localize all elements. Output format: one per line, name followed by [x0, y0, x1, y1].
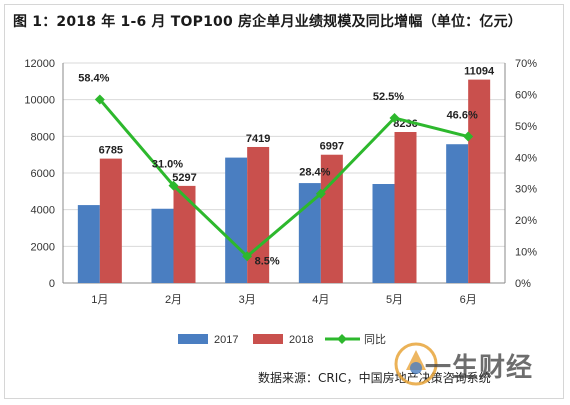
x-tick-label: 1月: [91, 294, 108, 306]
yoy-value-label: 31.0%: [152, 159, 183, 171]
legend-marker-yoy: [337, 334, 347, 344]
bar-2018: [394, 132, 417, 283]
bar-2017: [446, 144, 469, 283]
bar-2018-value-label: 5297: [172, 172, 196, 184]
bar-2018: [247, 146, 270, 283]
y-left-tick-label: 12000: [24, 58, 55, 70]
bar-2017: [372, 184, 395, 283]
y-right-tick-label: 0%: [515, 278, 531, 290]
yoy-value-label: 46.6%: [447, 110, 478, 122]
yoy-marker: [315, 188, 326, 199]
y-right-tick-label: 70%: [515, 58, 537, 70]
legend-swatch-2017: [178, 334, 208, 344]
y-right-tick-label: 30%: [515, 184, 537, 196]
bar-2018-value-label: 11094: [464, 66, 495, 78]
x-tick-label: 5月: [386, 294, 403, 306]
bar-2017: [151, 208, 174, 283]
watermark-logo: [394, 342, 438, 386]
y-left-tick-label: 8000: [31, 131, 55, 143]
x-tick-label: 3月: [239, 294, 256, 306]
bar-2017: [225, 157, 248, 283]
yoy-marker: [94, 94, 105, 105]
yoy-value-label: 52.5%: [373, 91, 404, 103]
bar-2018: [173, 185, 196, 283]
chart-title: 图 1：2018 年 1-6 月 TOP100 房企单月业绩规模及同比增幅（单位…: [13, 14, 522, 30]
x-tick-label: 4月: [312, 294, 329, 306]
legend-label-2017: 2017: [214, 334, 238, 346]
yoy-value-label: 58.4%: [78, 72, 109, 84]
y-left-tick-label: 6000: [31, 168, 55, 180]
legend-label-yoy: 同比: [364, 333, 386, 346]
legend-swatch-2018: [253, 334, 283, 344]
yoy-marker: [389, 113, 400, 123]
yoy-marker: [242, 251, 253, 262]
bar-2018-value-label: 6997: [320, 141, 344, 153]
y-right-tick-label: 20%: [515, 215, 537, 227]
y-left-tick-label: 0: [49, 278, 55, 290]
y-right-tick-label: 60%: [515, 89, 537, 101]
bar-2018: [99, 158, 122, 283]
y-left-tick-label: 10000: [24, 95, 55, 107]
yoy-marker: [168, 180, 179, 191]
y-right-tick-label: 10%: [515, 247, 537, 259]
y-left-tick-label: 4000: [31, 205, 55, 217]
yoy-value-label: 28.4%: [299, 167, 330, 179]
y-right-tick-label: 40%: [515, 152, 537, 164]
y-right-tick-label: 50%: [515, 121, 537, 133]
y-left-tick-label: 2000: [31, 241, 55, 253]
legend-label-2018: 2018: [289, 334, 313, 346]
yoy-line: [98, 98, 469, 259]
bar-2018-value-label: 7419: [246, 133, 270, 145]
yoy-value-label: 8.5%: [255, 255, 280, 267]
bar-2018: [468, 79, 491, 283]
bar-2017: [77, 205, 100, 283]
watermark-text: 一生财经: [425, 353, 534, 383]
x-tick-label: 6月: [460, 294, 477, 306]
bar-2018-value-label: 6785: [99, 145, 123, 157]
yoy-marker: [463, 131, 474, 142]
x-tick-label: 2月: [165, 294, 182, 306]
